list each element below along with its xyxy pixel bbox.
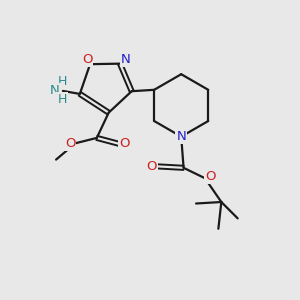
Text: N: N xyxy=(176,130,186,143)
Text: O: O xyxy=(119,137,130,150)
Text: H: H xyxy=(57,75,67,88)
Text: O: O xyxy=(146,160,157,173)
Text: H: H xyxy=(57,93,67,106)
Text: O: O xyxy=(82,53,92,66)
Text: O: O xyxy=(65,137,75,150)
Text: N: N xyxy=(50,84,59,97)
Text: N: N xyxy=(121,53,131,66)
Text: O: O xyxy=(205,170,216,183)
